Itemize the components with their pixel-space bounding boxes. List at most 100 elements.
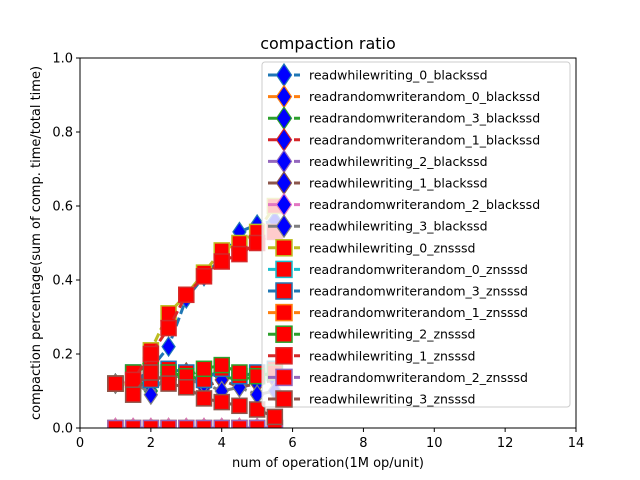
data-point-square [160,375,177,392]
y-tick-label: 0.2 [52,348,73,363]
data-point-square [275,368,293,387]
series-line [114,367,276,385]
data-point-square [231,364,248,381]
data-point-square [142,345,160,363]
legend-label: readrandomwriterandom_1_blackssd [309,132,540,147]
data-point-square [231,419,248,428]
legend-entry: readwhilewriting_1_znsssd [268,347,475,365]
data-point-square [178,286,195,304]
series-line [114,370,276,419]
y-tick-label: 0.6 [52,200,73,215]
axes-frame [79,57,577,429]
data-point-square [248,401,266,418]
legend: readwhilewriting_0_blackssd readrandomwri… [261,61,571,408]
data-point-square [275,282,293,300]
data-point-square [160,319,177,337]
data-point-square [213,253,230,270]
x-tick-label: 4 [218,436,226,451]
legend-entry: readwhilewriting_2_znsssd [268,325,475,343]
legend-entry: readrandomwriterandom_0_blackssd [268,84,540,109]
legend-entry: readwhilewriting_1_blackssd [268,170,488,196]
legend-label: readrandomwriterandom_0_znsssd [309,262,528,277]
x-tick-label: 14 [568,436,585,451]
data-point-square [275,347,293,365]
data-point-diamond [161,336,176,358]
data-point-square [124,386,142,403]
legend-entry: readrandomwriterandom_3_znsssd [268,282,528,300]
data-point-square [142,364,160,381]
legend-entry: readrandomwriterandom_2_znsssd [268,368,528,387]
data-point-square [275,325,293,343]
legend-entry: readwhilewriting_3_znsssd [268,390,475,408]
legend-label: readwhilewriting_1_blackssd [309,176,488,191]
legend-label: readwhilewriting_2_blackssd [309,154,488,169]
data-point-square [275,303,293,322]
legend-entry: readrandomwriterandom_0_znsssd [268,260,528,279]
chart-title: compaction ratio [260,34,396,53]
data-point-square [213,356,230,374]
x-tick-label: 6 [288,436,296,451]
data-point-square [231,245,248,263]
legend-label: readwhilewriting_1_znsssd [309,348,475,363]
legend-entry: readwhilewriting_0_znsssd [268,239,475,257]
legend-label: readrandomwriterandom_3_znsssd [309,284,528,299]
data-point-square [160,419,177,428]
data-point-square [231,397,248,415]
data-point-square [195,419,213,428]
legend-entry: readrandomwriterandom_3_blackssd [268,106,540,131]
legend-label: readrandomwriterandom_2_blackssd [309,197,540,212]
data-point-square [195,360,213,378]
data-point-square [107,419,124,428]
series-line [115,370,276,390]
data-point-square [275,390,293,408]
data-point-square [195,390,213,407]
legend-label: readrandomwriterandom_1_znsssd [309,305,528,320]
legend-entries: readwhilewriting_0_blackssd readrandomwri… [268,62,540,408]
y-tick-label: 0.8 [52,126,73,141]
legend-label: readrandomwriterandom_3_blackssd [309,111,540,126]
legend-label: readwhilewriting_3_blackssd [309,219,488,234]
data-point-square [275,260,293,279]
legend-entry: readwhilewriting_2_blackssd [268,149,488,174]
data-point-square [248,419,266,428]
data-point-square [124,371,142,389]
data-point-square [195,268,213,285]
data-point-square [142,419,160,428]
data-point-square [213,393,230,411]
legend-entry: readrandomwriterandom_2_blackssd [268,192,540,217]
series-line [114,370,276,393]
legend-label: readwhilewriting_0_blackssd [309,68,488,83]
y-tick-label: 0.4 [52,274,73,289]
data-point-square [178,419,195,428]
series-line [115,230,276,386]
data-point-diamond [143,384,159,406]
data-point-square [213,419,230,428]
y-tick-label: 0.0 [52,422,73,437]
data-point-square [275,239,293,257]
y-axis-ticks: 0.0 0.2 0.4 0.6 0.8 1.0 [52,52,80,437]
data-point-square [178,379,195,396]
legend-label: readrandomwriterandom_0_blackssd [309,89,540,104]
y-axis-label: compaction percentage(sum of comp. time/… [29,66,44,420]
legend-box [261,61,571,408]
series-readwhilewriting_3_znsssd [107,364,284,426]
x-axis-label: num of operation(1M op/unit) [232,456,424,471]
legend-label: readrandomwriterandom_2_znsssd [309,370,528,385]
data-point-diamond [275,214,293,239]
legend-label: readwhilewriting_3_znsssd [309,392,475,407]
data-point-square [266,408,284,426]
legend-entry: readwhilewriting_0_blackssd [268,62,488,88]
legend-entry: readwhilewriting_3_blackssd [268,214,488,239]
x-tick-label: 2 [147,436,155,451]
x-tick-label: 8 [359,436,367,451]
legend-entry: readrandomwriterandom_1_znsssd [268,303,528,322]
legend-label: readwhilewriting_0_znsssd [309,240,475,255]
x-tick-label: 10 [426,436,443,451]
x-tick-label: 0 [76,436,84,451]
y-tick-label: 1.0 [52,52,73,67]
series-line [115,370,276,397]
data-point-square [107,375,124,392]
x-tick-label: 12 [497,436,514,451]
legend-label: readwhilewriting_2_znsssd [309,327,475,342]
